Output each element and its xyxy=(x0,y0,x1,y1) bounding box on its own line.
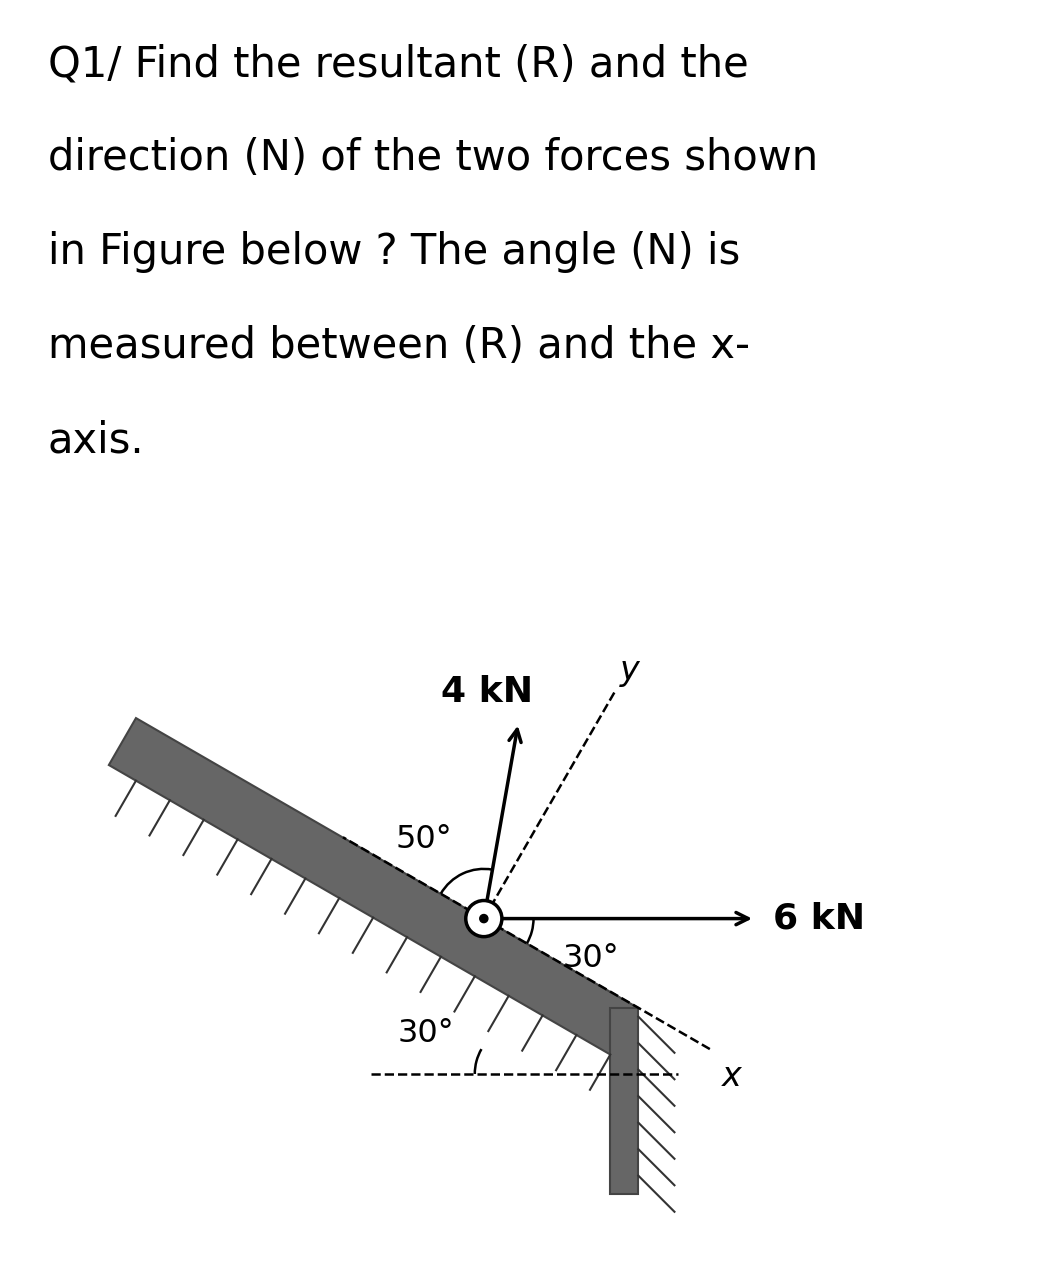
Text: 6 kN: 6 kN xyxy=(773,901,865,936)
Circle shape xyxy=(466,901,501,937)
Text: y: y xyxy=(619,654,639,687)
Text: 4 kN: 4 kN xyxy=(440,676,533,709)
Text: Q1/ Find the resultant (R) and the: Q1/ Find the resultant (R) and the xyxy=(48,44,748,84)
Circle shape xyxy=(479,914,488,923)
Text: 30°: 30° xyxy=(398,1018,455,1050)
Text: 30°: 30° xyxy=(563,943,619,974)
Text: x: x xyxy=(722,1060,742,1093)
Polygon shape xyxy=(109,718,637,1055)
Polygon shape xyxy=(610,1007,638,1194)
Text: 50°: 50° xyxy=(396,824,452,855)
Text: in Figure below ? The angle (N) is: in Figure below ? The angle (N) is xyxy=(48,232,740,273)
Text: measured between (R) and the x-: measured between (R) and the x- xyxy=(48,325,750,367)
Text: direction (N) of the two forces shown: direction (N) of the two forces shown xyxy=(48,137,818,179)
Text: axis.: axis. xyxy=(48,420,144,461)
